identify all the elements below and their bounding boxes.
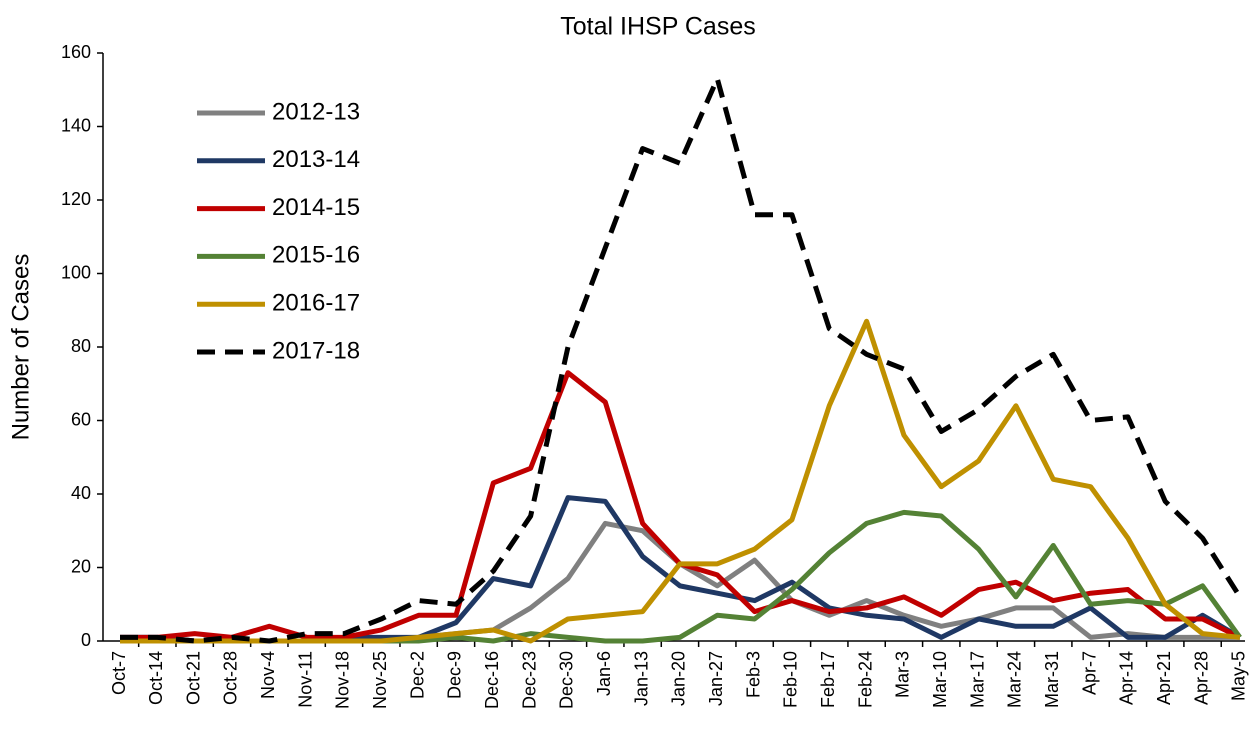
y-tick-label: 100: [61, 262, 91, 282]
x-tick-label: Nov-4: [258, 651, 278, 699]
x-tick-label: Apr-14: [1117, 651, 1137, 705]
x-tick-label: Feb-10: [781, 651, 801, 708]
y-tick-label: 40: [71, 483, 91, 503]
y-axis-label: Number of Cases: [7, 254, 34, 441]
series-line: [120, 520, 1240, 644]
y-tick-label: 140: [61, 115, 91, 135]
x-tick-label: Dec-23: [519, 651, 539, 709]
x-tick-label: Nov-25: [370, 651, 390, 709]
x-tick-label: Dec-16: [482, 651, 502, 709]
series-line: [120, 76, 1243, 644]
y-tick-label: 60: [71, 409, 91, 429]
x-tick-label: Oct-28: [221, 651, 241, 705]
y-tick-label: 0: [81, 630, 91, 650]
x-tick-label: Dec-30: [557, 651, 577, 709]
chart-title: Total IHSP Cases: [560, 13, 755, 41]
x-tick-label: Jan-27: [706, 651, 726, 706]
x-tick-label: Feb-24: [855, 651, 875, 708]
x-tick-label: Mar-24: [1005, 651, 1025, 708]
x-tick-label: Jan-20: [669, 651, 689, 706]
legend-label: 2015-16: [272, 242, 360, 269]
x-tick-label: Apr-21: [1154, 651, 1174, 705]
series-line: [120, 370, 1242, 640]
x-tick-label: Nov-11: [295, 651, 315, 708]
x-tick-label: Apr-7: [1079, 651, 1099, 695]
x-tick-label: Mar-17: [967, 651, 987, 708]
x-tick-label: Dec-2: [407, 651, 427, 699]
x-tick-label: Nov-18: [333, 651, 353, 709]
x-tick-label: Dec-9: [445, 651, 465, 699]
x-tick-label: Oct-7: [109, 651, 129, 695]
y-tick-label: 120: [61, 189, 91, 209]
y-tick-label: 80: [71, 336, 91, 356]
x-tick-label: Apr-28: [1191, 651, 1211, 705]
x-tick-label: Mar-3: [893, 651, 913, 698]
x-tick-label: Mar-31: [1042, 651, 1062, 708]
x-tick-label: Feb-3: [743, 651, 763, 698]
legend-label: 2014-15: [272, 194, 360, 221]
legend-label: 2017-18: [272, 337, 360, 364]
x-tick-label: Jan-13: [631, 651, 651, 706]
x-tick-label: Feb-17: [818, 651, 838, 708]
x-tick-label: Oct-14: [146, 651, 166, 705]
x-tick-label: Oct-21: [183, 651, 203, 705]
x-tick-label: Jan-6: [594, 651, 614, 696]
y-tick-label: 20: [71, 556, 91, 576]
y-tick-label: 160: [61, 42, 91, 62]
x-tick-label: May-5: [1229, 651, 1249, 701]
series-line: [120, 495, 1242, 644]
series-line: [120, 318, 1241, 644]
legend-label: 2016-17: [272, 290, 360, 317]
legend-label: 2012-13: [272, 98, 360, 125]
legend-label: 2013-14: [272, 146, 360, 173]
x-tick-label: Mar-10: [930, 651, 950, 708]
